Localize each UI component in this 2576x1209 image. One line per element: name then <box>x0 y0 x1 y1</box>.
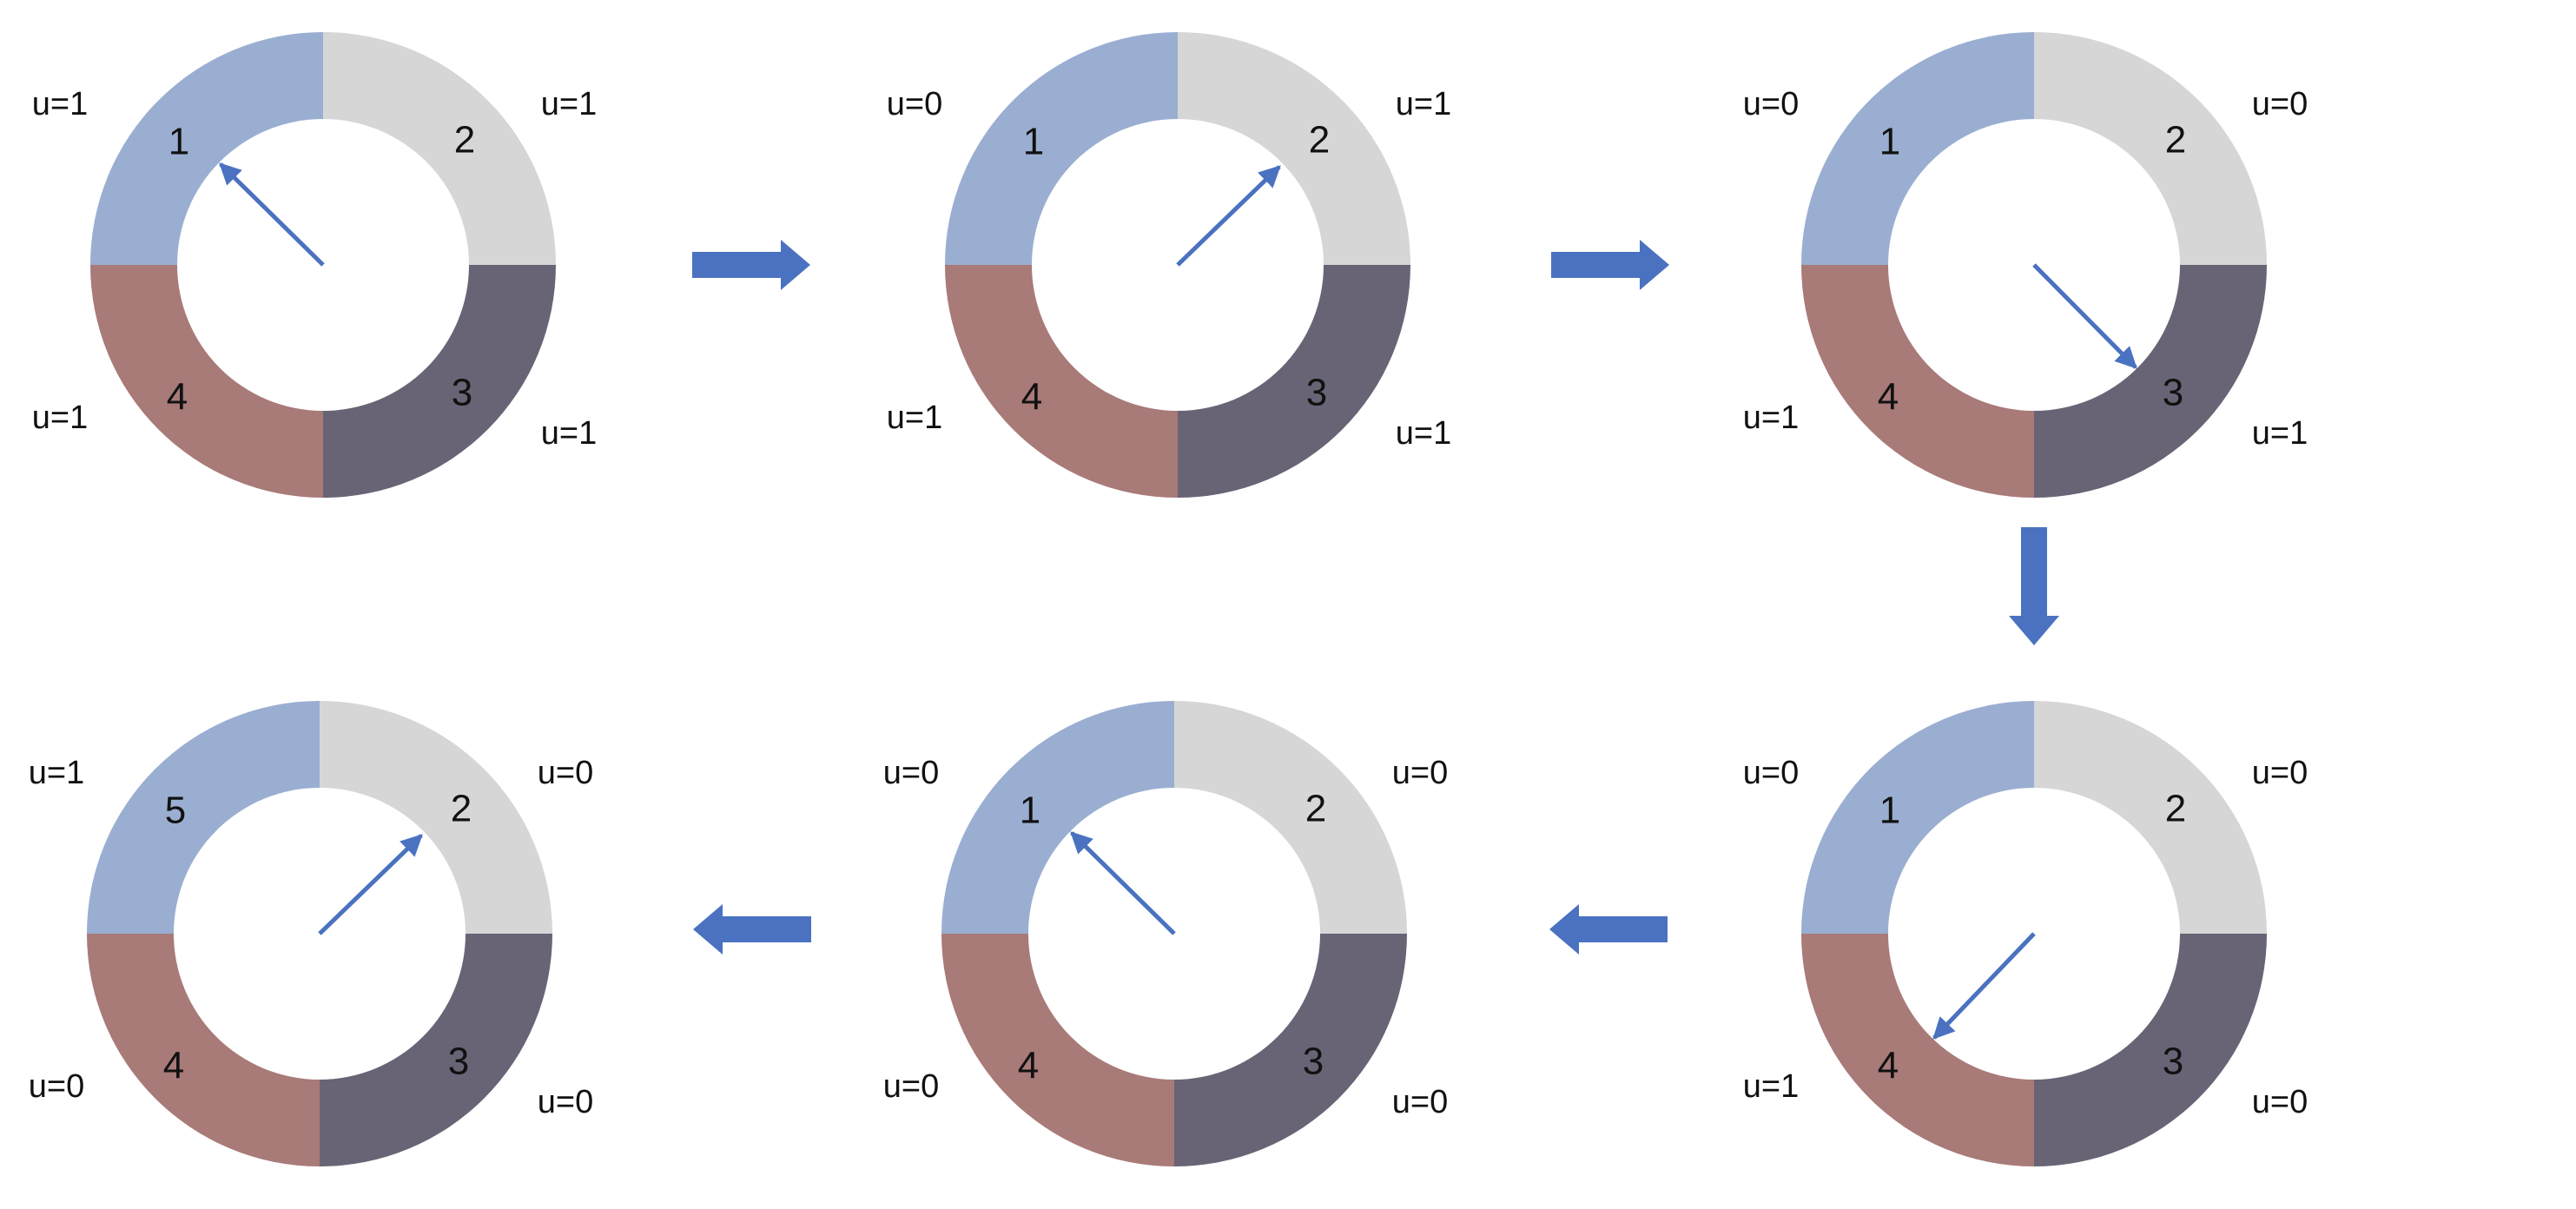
use-bit-label-bottom-right: u=1 <box>2252 415 2308 452</box>
page-number-bottom-right: 3 <box>452 372 472 414</box>
page-number-top-right: 2 <box>451 788 472 830</box>
page-number-top-left: 1 <box>1023 121 1044 163</box>
use-bit-label-bottom-right: u=0 <box>538 1084 593 1120</box>
frame-segment-bottom-right <box>2034 265 2267 498</box>
use-bit-label-top-right: u=1 <box>1396 86 1451 122</box>
frame-segment-bottom-right <box>2034 934 2267 1166</box>
frame-segment-bottom-right <box>1178 265 1410 498</box>
frame-segment-top-right <box>2034 701 2267 934</box>
frame-segment-bottom-right <box>320 934 552 1166</box>
page-number-bottom-left: 4 <box>1018 1045 1039 1087</box>
use-bit-label-top-left: u=0 <box>1743 755 1799 791</box>
transition-arrow-right-icon <box>1551 240 1669 290</box>
page-number-top-left: 1 <box>1879 789 1900 832</box>
use-bit-label-bottom-right: u=1 <box>541 415 597 452</box>
frame-segment-top-left <box>941 701 1174 934</box>
frame-segment-top-right <box>1174 701 1407 934</box>
clock-step-5: 1 u=0 2 u=0 3 u=0 4 u=0 <box>883 701 1448 1166</box>
transition-arrow-right-icon <box>692 240 810 290</box>
frame-segment-top-left <box>945 32 1178 265</box>
frame-segment-bottom-left <box>941 934 1174 1166</box>
page-number-bottom-left: 4 <box>163 1045 184 1087</box>
page-number-top-left: 1 <box>1020 789 1040 832</box>
use-bit-label-bottom-right: u=0 <box>2252 1084 2308 1120</box>
frame-segment-top-left <box>1801 32 2034 265</box>
use-bit-label-bottom-left: u=0 <box>883 1068 939 1105</box>
frame-segment-bottom-left <box>87 934 320 1166</box>
use-bit-label-top-left: u=1 <box>32 86 88 122</box>
frame-segment-bottom-right <box>1174 934 1407 1166</box>
frame-segment-top-right <box>323 32 556 265</box>
use-bit-label-top-left: u=0 <box>887 86 942 122</box>
clock-hand-pointer-icon <box>1932 932 2036 1040</box>
clock-hand-pointer-icon <box>219 162 325 267</box>
frame-segment-bottom-left <box>1801 265 2034 498</box>
transition-arrow-left-icon <box>1549 904 1668 955</box>
frame-segment-top-left <box>1801 701 2034 934</box>
use-bit-label-bottom-left: u=1 <box>1743 1068 1799 1105</box>
clock-step-1: 1 u=1 2 u=1 3 u=1 4 u=1 <box>32 32 597 498</box>
transition-arrow-left-icon <box>693 904 811 955</box>
use-bit-label-bottom-right: u=1 <box>1396 415 1451 452</box>
page-number-bottom-left: 4 <box>1021 376 1042 419</box>
use-bit-label-top-right: u=0 <box>2252 86 2308 122</box>
use-bit-label-bottom-left: u=1 <box>32 400 88 436</box>
frame-segment-bottom-left <box>1801 934 2034 1166</box>
page-number-top-left: 5 <box>165 789 186 832</box>
page-number-top-right: 2 <box>2165 788 2186 830</box>
frame-segment-bottom-left <box>90 265 323 498</box>
clock-hand-pointer-icon <box>1070 831 1176 935</box>
page-number-bottom-left: 4 <box>167 376 188 419</box>
use-bit-label-bottom-right: u=0 <box>1392 1084 1448 1120</box>
clock-step-4: 1 u=0 2 u=0 3 u=0 4 u=1 <box>1743 701 2308 1166</box>
frame-segment-bottom-right <box>323 265 556 498</box>
page-number-bottom-right: 3 <box>448 1041 469 1083</box>
page-number-top-right: 2 <box>2165 119 2186 162</box>
use-bit-label-top-right: u=0 <box>1392 755 1448 791</box>
use-bit-label-bottom-left: u=0 <box>29 1068 84 1105</box>
page-number-bottom-right: 3 <box>2163 372 2183 414</box>
clock-hand-pointer-icon <box>2032 263 2137 369</box>
frame-segment-top-left <box>90 32 323 265</box>
use-bit-label-top-right: u=1 <box>541 86 597 122</box>
page-number-bottom-right: 3 <box>1306 372 1327 414</box>
page-number-top-right: 2 <box>454 119 475 162</box>
page-number-bottom-left: 4 <box>1878 376 1899 419</box>
clock-step-3: 1 u=0 2 u=0 3 u=1 4 u=1 <box>1743 32 2308 498</box>
page-number-top-left: 1 <box>1879 121 1900 163</box>
page-number-top-left: 1 <box>168 121 189 163</box>
frame-segment-bottom-left <box>945 265 1178 498</box>
page-number-bottom-right: 3 <box>1303 1041 1324 1083</box>
frame-segment-top-right <box>1178 32 1410 265</box>
page-number-bottom-right: 3 <box>2163 1041 2183 1083</box>
frame-segment-top-right <box>320 701 552 934</box>
frame-segment-top-left <box>87 701 320 934</box>
use-bit-label-top-left: u=0 <box>883 755 939 791</box>
page-number-top-right: 2 <box>1309 119 1330 162</box>
clock-step-6: 5 u=1 2 u=0 3 u=0 4 u=0 <box>29 701 593 1166</box>
use-bit-label-top-right: u=0 <box>2252 755 2308 791</box>
use-bit-label-bottom-left: u=1 <box>887 400 942 436</box>
transition-arrow-down-icon <box>2009 527 2059 645</box>
page-number-top-right: 2 <box>1305 788 1326 830</box>
use-bit-label-top-left: u=0 <box>1743 86 1799 122</box>
clock-step-2: 1 u=0 2 u=1 3 u=1 4 u=1 <box>887 32 1451 498</box>
clock-hand-pointer-icon <box>1176 165 1281 267</box>
use-bit-label-top-left: u=1 <box>29 755 84 791</box>
frame-segment-top-right <box>2034 32 2267 265</box>
page-number-bottom-left: 4 <box>1878 1045 1899 1087</box>
clock-hand-pointer-icon <box>318 834 423 935</box>
use-bit-label-top-right: u=0 <box>538 755 593 791</box>
use-bit-label-bottom-left: u=1 <box>1743 400 1799 436</box>
